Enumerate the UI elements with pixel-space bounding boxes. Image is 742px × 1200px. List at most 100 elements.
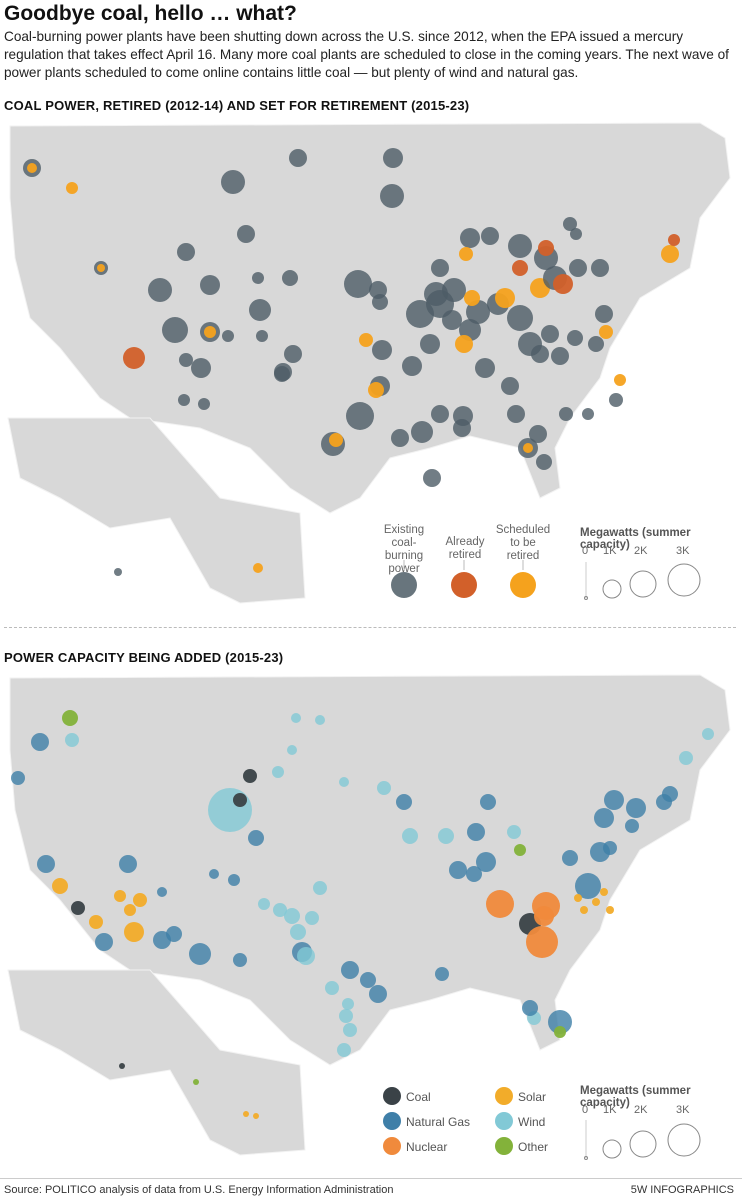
plant-marker (604, 790, 624, 810)
map1-size-tick-0: 0 (582, 545, 589, 557)
plant-marker (221, 170, 245, 194)
plant-marker (536, 454, 552, 470)
plant-marker (522, 1000, 538, 1016)
plant-marker (574, 894, 582, 902)
plant-marker (512, 260, 528, 276)
plant-marker (476, 852, 496, 872)
map1-size-title: Megawatts (summer capacity) (580, 527, 691, 551)
plant-marker (442, 310, 462, 330)
legend-wind-label: Wind (518, 1115, 546, 1129)
plant-marker (209, 869, 219, 879)
plant-marker (191, 358, 211, 378)
plant-marker (662, 786, 678, 802)
us-landmass (7, 674, 731, 1156)
plant-marker (274, 366, 290, 382)
plant-marker (360, 972, 376, 988)
plant-marker (11, 771, 25, 785)
plant-marker (124, 904, 136, 916)
legend-solar-label: Solar (518, 1090, 547, 1104)
plant-marker (595, 305, 613, 323)
legend-coal-swatch (383, 1087, 401, 1105)
plant-marker (507, 305, 533, 331)
plant-marker (453, 419, 471, 437)
plant-marker (466, 866, 482, 882)
legend-existing-label: Existing coal-burning power (383, 524, 425, 575)
plant-marker (563, 217, 577, 231)
plant-marker (668, 234, 680, 246)
plant-marker (343, 1023, 357, 1037)
plant-marker (89, 915, 103, 929)
plant-marker (431, 405, 449, 423)
plant-marker (342, 998, 354, 1010)
plant-marker (486, 890, 514, 918)
plant-marker (37, 855, 55, 873)
map1-size-legend (584, 562, 701, 600)
plant-marker (591, 259, 609, 277)
plant-marker (534, 906, 554, 926)
plant-marker (526, 926, 558, 958)
plant-marker (290, 924, 306, 940)
plant-marker (449, 861, 467, 879)
plant-marker (459, 247, 473, 261)
legend-existing-swatch (391, 572, 417, 598)
plant-marker (423, 469, 441, 487)
plant-marker (228, 874, 240, 886)
plant-marker (284, 908, 300, 924)
plant-marker (253, 563, 263, 573)
legend-nuclear-label: Nuclear (406, 1140, 448, 1154)
plant-marker (523, 443, 533, 453)
legend-solar-swatch (495, 1087, 513, 1105)
plant-marker (123, 347, 145, 369)
plant-marker (402, 356, 422, 376)
plant-marker (305, 911, 319, 925)
plant-marker (514, 844, 526, 856)
plant-marker (606, 906, 614, 914)
plant-marker (548, 1010, 572, 1034)
plant-marker (508, 234, 532, 258)
legend-nuclear-swatch (383, 1137, 401, 1155)
plant-marker (282, 270, 298, 286)
plant-marker (380, 184, 404, 208)
plant-marker (258, 898, 270, 910)
plant-marker (626, 798, 646, 818)
plant-marker (383, 148, 403, 168)
plant-marker (243, 1111, 249, 1117)
plant-marker (193, 1079, 199, 1085)
plant-marker (592, 898, 600, 906)
plant-marker (52, 878, 68, 894)
plant-marker (420, 334, 440, 354)
plant-marker (346, 402, 374, 430)
map1-size-tick-2k: 2K (634, 545, 648, 557)
plant-marker (178, 394, 190, 406)
plant-marker (495, 288, 515, 308)
plant-marker (372, 294, 388, 310)
plant-marker (273, 903, 287, 917)
plant-marker (114, 890, 126, 902)
map2-legend-swatches (383, 1087, 513, 1155)
plant-marker (567, 330, 583, 346)
legend-natural-gas-swatch (383, 1112, 401, 1130)
section-divider (4, 627, 736, 628)
plant-marker (162, 317, 188, 343)
plant-marker (97, 264, 105, 272)
plant-marker (249, 299, 271, 321)
map2-size-legend (584, 1120, 701, 1160)
plant-marker (66, 182, 78, 194)
plant-marker (297, 947, 315, 965)
plant-marker (157, 887, 167, 897)
chart-title: Goodbye coal, hello … what? (4, 2, 297, 25)
plant-marker (411, 421, 433, 443)
plant-marker (554, 1026, 566, 1038)
plant-marker (222, 330, 234, 342)
map-coal-retirement (7, 122, 731, 604)
map1-size-tick-3k: 3K (676, 545, 690, 557)
plant-marker (119, 1063, 125, 1069)
plant-marker (467, 823, 485, 841)
plant-marker (208, 788, 252, 832)
legend-scheduled-swatch (510, 572, 536, 598)
plant-marker (284, 345, 302, 363)
plant-marker (538, 240, 554, 256)
plant-marker (580, 906, 588, 914)
plant-marker (177, 243, 195, 261)
legend-other-swatch (495, 1137, 513, 1155)
